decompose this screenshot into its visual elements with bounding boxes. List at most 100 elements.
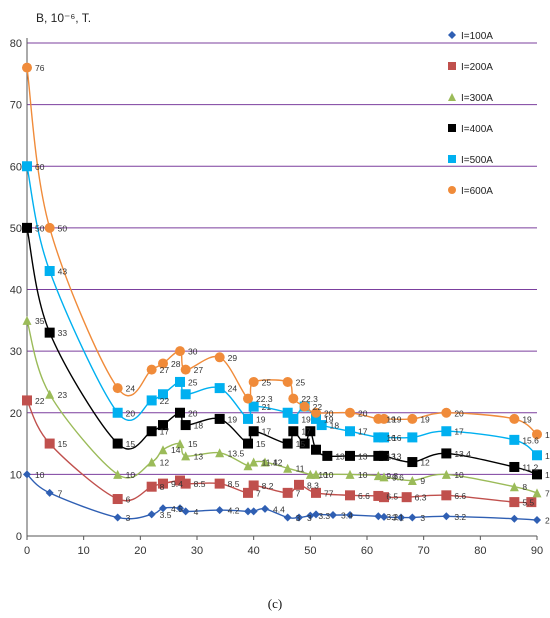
x-tick-label: 70 bbox=[418, 545, 430, 557]
data-point bbox=[243, 413, 253, 424]
data-point bbox=[215, 506, 224, 515]
y-tick-label: 40 bbox=[10, 285, 22, 297]
x-tick-label: 80 bbox=[474, 545, 486, 557]
data-point bbox=[282, 376, 293, 387]
data-point bbox=[373, 432, 384, 443]
data-point bbox=[214, 383, 225, 394]
data-label: 13 bbox=[194, 451, 204, 461]
legend-label: I=100A bbox=[461, 31, 493, 42]
data-label: 8.5 bbox=[228, 479, 240, 489]
x-tick-label: 10 bbox=[78, 545, 90, 557]
data-point bbox=[23, 470, 31, 479]
data-label: 8 bbox=[522, 482, 527, 492]
x-tick-label: 60 bbox=[361, 545, 373, 557]
data-point bbox=[311, 469, 321, 479]
data-label: 17 bbox=[301, 427, 311, 437]
data-point bbox=[397, 513, 405, 522]
data-point bbox=[44, 266, 55, 277]
data-point bbox=[243, 438, 253, 449]
data-label: 3 bbox=[420, 513, 425, 523]
data-point bbox=[45, 389, 55, 399]
data-label: 15.6 bbox=[522, 435, 539, 445]
data-label: 3.3 bbox=[318, 511, 330, 521]
y-tick-label: 20 bbox=[10, 408, 22, 420]
data-point bbox=[441, 407, 452, 418]
data-label: 10 bbox=[126, 470, 136, 480]
data-point bbox=[379, 472, 389, 482]
data-label: 14 bbox=[171, 445, 181, 455]
data-point bbox=[248, 376, 259, 387]
data-label: 21 bbox=[262, 402, 272, 412]
data-label: 13 bbox=[392, 451, 402, 461]
data-point bbox=[345, 469, 355, 479]
data-point bbox=[147, 457, 157, 467]
y-tick-label: 30 bbox=[10, 346, 22, 358]
data-label: 9.8 bbox=[386, 471, 398, 481]
data-label: 22.3 bbox=[301, 394, 318, 404]
legend: I=100A I=200A I=300A I=400A I=500A I=600A bbox=[448, 31, 493, 197]
data-point bbox=[441, 490, 452, 501]
data-label: 15 bbox=[126, 439, 136, 449]
data-label: 17 bbox=[262, 427, 272, 437]
data-point bbox=[282, 487, 293, 498]
data-label: 13 bbox=[358, 451, 368, 461]
data-point bbox=[509, 461, 520, 472]
data-point bbox=[175, 346, 185, 357]
data-label: 20 bbox=[188, 408, 198, 418]
x-tick-label: 30 bbox=[191, 545, 203, 557]
data-label: 20 bbox=[126, 408, 136, 418]
data-label: 10 bbox=[324, 470, 334, 480]
data-label: 15 bbox=[296, 439, 306, 449]
data-labels: 10733.54.544.24.4333.33.43.23.133.22.622… bbox=[35, 63, 550, 525]
data-label: 22 bbox=[160, 396, 170, 406]
data-point bbox=[146, 364, 157, 375]
data-label: 3.5 bbox=[160, 510, 172, 520]
data-point bbox=[146, 395, 157, 406]
data-label: 6.6 bbox=[358, 491, 370, 501]
y-axis-title: B, 10⁻⁶, T. bbox=[36, 11, 91, 25]
legend-marker bbox=[448, 62, 456, 70]
legend-label: I=600A bbox=[461, 186, 493, 197]
data-label: 3.2 bbox=[454, 512, 466, 522]
data-point bbox=[261, 504, 269, 513]
data-label: 3.2 bbox=[386, 512, 398, 522]
legend-marker bbox=[448, 31, 456, 39]
data-label: 7 bbox=[545, 488, 550, 498]
data-point bbox=[248, 401, 259, 412]
series-group bbox=[22, 62, 542, 524]
data-label: 17 bbox=[160, 427, 170, 437]
data-point bbox=[294, 479, 304, 490]
data-label: 22 bbox=[35, 396, 45, 406]
data-label: 8.3 bbox=[307, 480, 319, 490]
data-label: 3.4 bbox=[341, 511, 353, 521]
data-label: 76 bbox=[35, 63, 45, 73]
data-point bbox=[175, 475, 185, 486]
data-label: 9 bbox=[420, 476, 425, 486]
data-point bbox=[244, 507, 252, 516]
data-point bbox=[159, 504, 167, 513]
data-label: 77 bbox=[324, 488, 334, 498]
x-tick-label: 90 bbox=[531, 545, 543, 557]
data-label: 50 bbox=[35, 223, 45, 233]
data-point bbox=[329, 511, 337, 520]
y-tick-label: 70 bbox=[10, 100, 22, 112]
data-label: 3 bbox=[307, 513, 312, 523]
data-point bbox=[180, 364, 191, 375]
data-point bbox=[282, 438, 293, 449]
data-point bbox=[175, 376, 185, 387]
data-label: 10 bbox=[545, 470, 550, 480]
y-tick-label: 50 bbox=[10, 223, 22, 235]
data-point bbox=[181, 451, 191, 461]
x-tick-label: 50 bbox=[304, 545, 316, 557]
data-point bbox=[44, 438, 55, 449]
data-label: 19 bbox=[392, 414, 402, 424]
axes: 0 10 20 30 40 50 60 70 80 0 10 20 30 40 50 60 70 80 90 bbox=[10, 38, 543, 557]
data-point bbox=[180, 420, 191, 431]
data-label: 20 bbox=[358, 408, 368, 418]
data-point bbox=[44, 327, 55, 338]
data-point bbox=[532, 488, 542, 498]
data-label: 12 bbox=[160, 458, 170, 468]
y-tick-label: 80 bbox=[10, 38, 22, 50]
data-point bbox=[249, 507, 258, 516]
